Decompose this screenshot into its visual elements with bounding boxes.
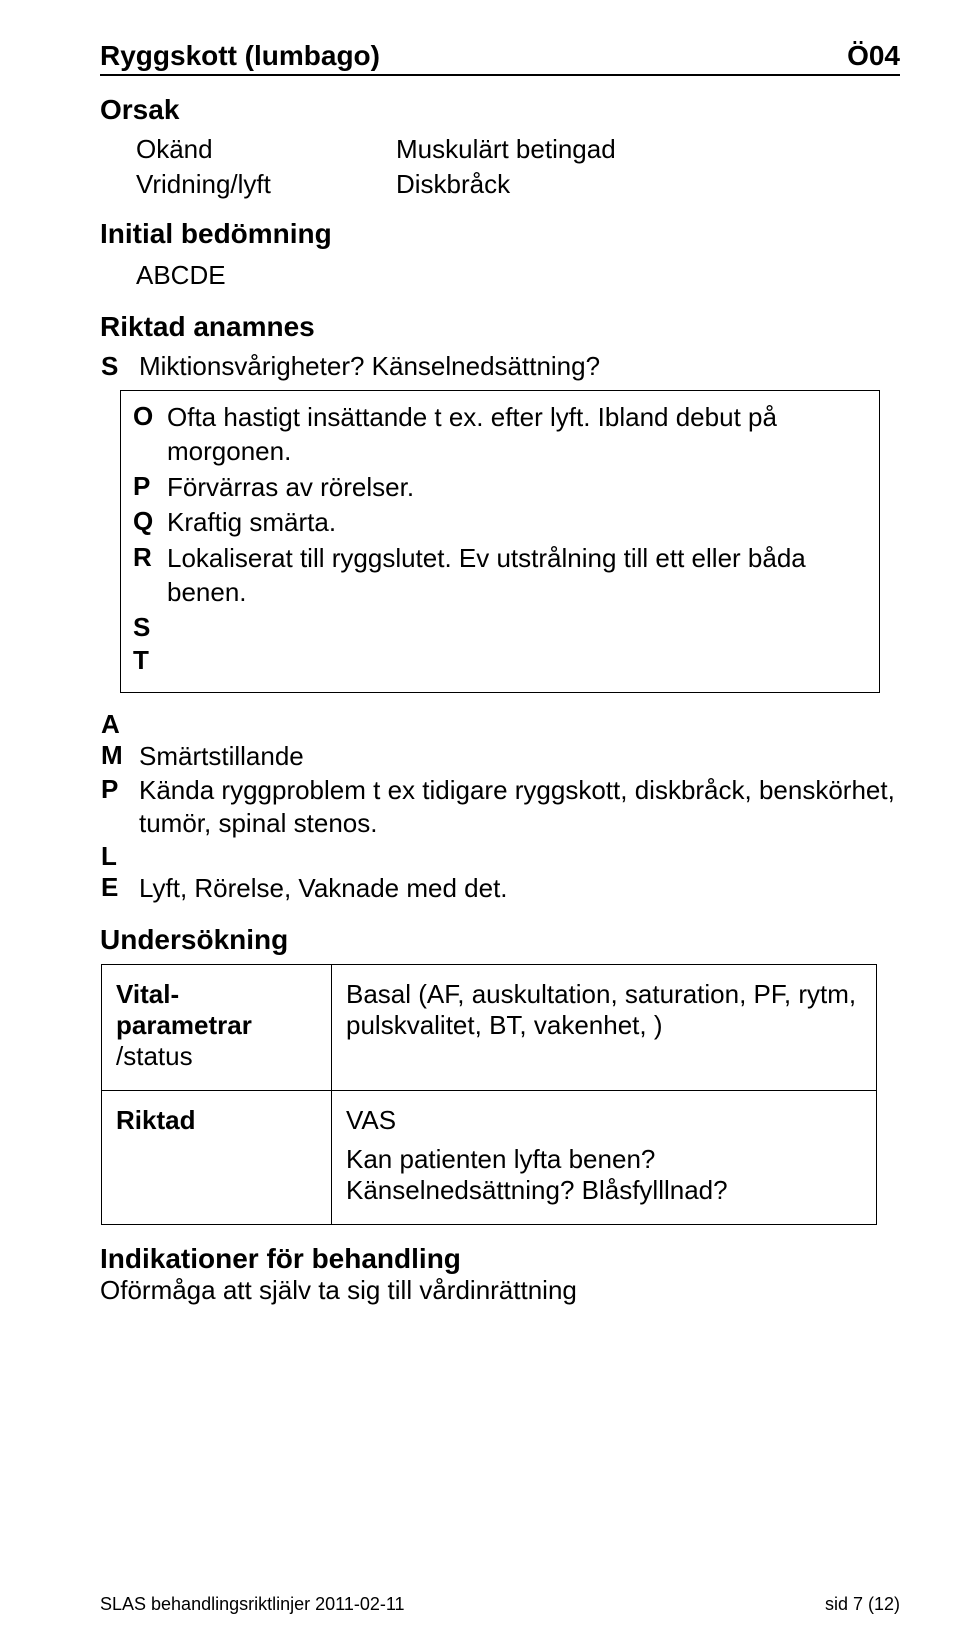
ample-row: L: [101, 841, 900, 872]
ample-block: A M Smärtstillande P Kända ryggproblem t…: [101, 709, 900, 906]
riktad-line2: Kan patienten lyfta benen? Känselnedsätt…: [346, 1144, 862, 1206]
vital-line2: parametrar: [116, 1010, 252, 1040]
ample-letter-l: L: [101, 841, 139, 872]
indication-block: Indikationer för behandling Oförmåga att…: [100, 1243, 900, 1306]
ample-letter-m: M: [101, 740, 139, 774]
footer-left: SLAS behandlingsriktlinjer 2011-02-11: [100, 1594, 405, 1615]
title-row: Ryggskott (lumbago) Ö04: [100, 40, 900, 76]
box-row: T: [133, 645, 867, 676]
box-content: Förvärras av rörelser.: [167, 471, 414, 505]
ample-content: Kända ryggproblem t ex tidigare ryggskot…: [139, 774, 900, 842]
box-letter-q: Q: [133, 506, 167, 540]
orsak-row: Okänd Muskulärt betingad: [136, 134, 900, 165]
anamnes-s-letter: S: [101, 351, 139, 382]
orsak-right: Muskulärt betingad: [396, 134, 616, 165]
footer: SLAS behandlingsriktlinjer 2011-02-11 si…: [100, 1594, 900, 1615]
page-title-right: Ö04: [847, 40, 900, 72]
ample-row: A: [101, 709, 900, 740]
heading-indikationer: Indikationer för behandling: [100, 1243, 900, 1275]
box-letter-s: S: [133, 612, 167, 643]
anamnes-s-content: Miktionsvårigheter? Känselnedsättning?: [139, 351, 600, 382]
exam-right-vital: Basal (AF, auskultation, saturation, PF,…: [332, 965, 877, 1091]
box-content: Lokaliserat till ryggslutet. Ev utstråln…: [167, 542, 867, 610]
ample-content: Smärtstillande: [139, 740, 304, 774]
table-row: Vital- parametrar /status Basal (AF, aus…: [102, 965, 877, 1091]
box-content: Ofta hastigt insättande t ex. efter lyft…: [167, 401, 867, 469]
heading-orsak: Orsak: [100, 94, 900, 126]
page-title-left: Ryggskott (lumbago): [100, 40, 380, 72]
ample-content: Lyft, Rörelse, Vaknade med det.: [139, 872, 508, 906]
exam-table: Vital- parametrar /status Basal (AF, aus…: [101, 964, 877, 1225]
box-content: Kraftig smärta.: [167, 506, 336, 540]
box-row: O Ofta hastigt insättande t ex. efter ly…: [133, 401, 867, 469]
box-letter-p: P: [133, 471, 167, 505]
ample-letter-a: A: [101, 709, 139, 740]
box-row: S: [133, 612, 867, 643]
anamnes-s-row: S Miktionsvårigheter? Känselnedsättning?: [101, 351, 900, 382]
table-row: Riktad VAS Kan patienten lyfta benen? Kä…: [102, 1091, 877, 1225]
box-row: Q Kraftig smärta.: [133, 506, 867, 540]
indikationer-text: Oförmåga att själv ta sig till vårdinrät…: [100, 1275, 900, 1306]
ample-letter-e: E: [101, 872, 139, 906]
ample-letter-p: P: [101, 774, 139, 842]
ample-row: E Lyft, Rörelse, Vaknade med det.: [101, 872, 900, 906]
footer-right: sid 7 (12): [825, 1594, 900, 1615]
heading-initial: Initial bedömning: [100, 218, 900, 250]
orsak-row: Vridning/lyft Diskbråck: [136, 169, 900, 200]
box-row: R Lokaliserat till ryggslutet. Ev utstrå…: [133, 542, 867, 610]
orsak-left: Vridning/lyft: [136, 169, 396, 200]
vital-line3: /status: [116, 1041, 193, 1071]
ample-row: M Smärtstillande: [101, 740, 900, 774]
opqrst-box: O Ofta hastigt insättande t ex. efter ly…: [120, 390, 880, 693]
box-letter-t: T: [133, 645, 167, 676]
initial-text: ABCDE: [136, 258, 900, 293]
riktad-line1: VAS: [346, 1105, 862, 1136]
exam-left-vitalparam: Vital- parametrar /status: [102, 965, 332, 1091]
box-letter-r: R: [133, 542, 167, 610]
vital-line1: Vital-: [116, 979, 179, 1009]
heading-anamnes: Riktad anamnes: [100, 311, 900, 343]
heading-undersokning: Undersökning: [100, 924, 900, 956]
exam-left-riktad: Riktad: [102, 1091, 332, 1225]
box-letter-o: O: [133, 401, 167, 469]
orsak-left: Okänd: [136, 134, 396, 165]
ample-row: P Kända ryggproblem t ex tidigare ryggsk…: [101, 774, 900, 842]
orsak-right: Diskbråck: [396, 169, 510, 200]
box-row: P Förvärras av rörelser.: [133, 471, 867, 505]
exam-right-riktad: VAS Kan patienten lyfta benen? Känselned…: [332, 1091, 877, 1225]
